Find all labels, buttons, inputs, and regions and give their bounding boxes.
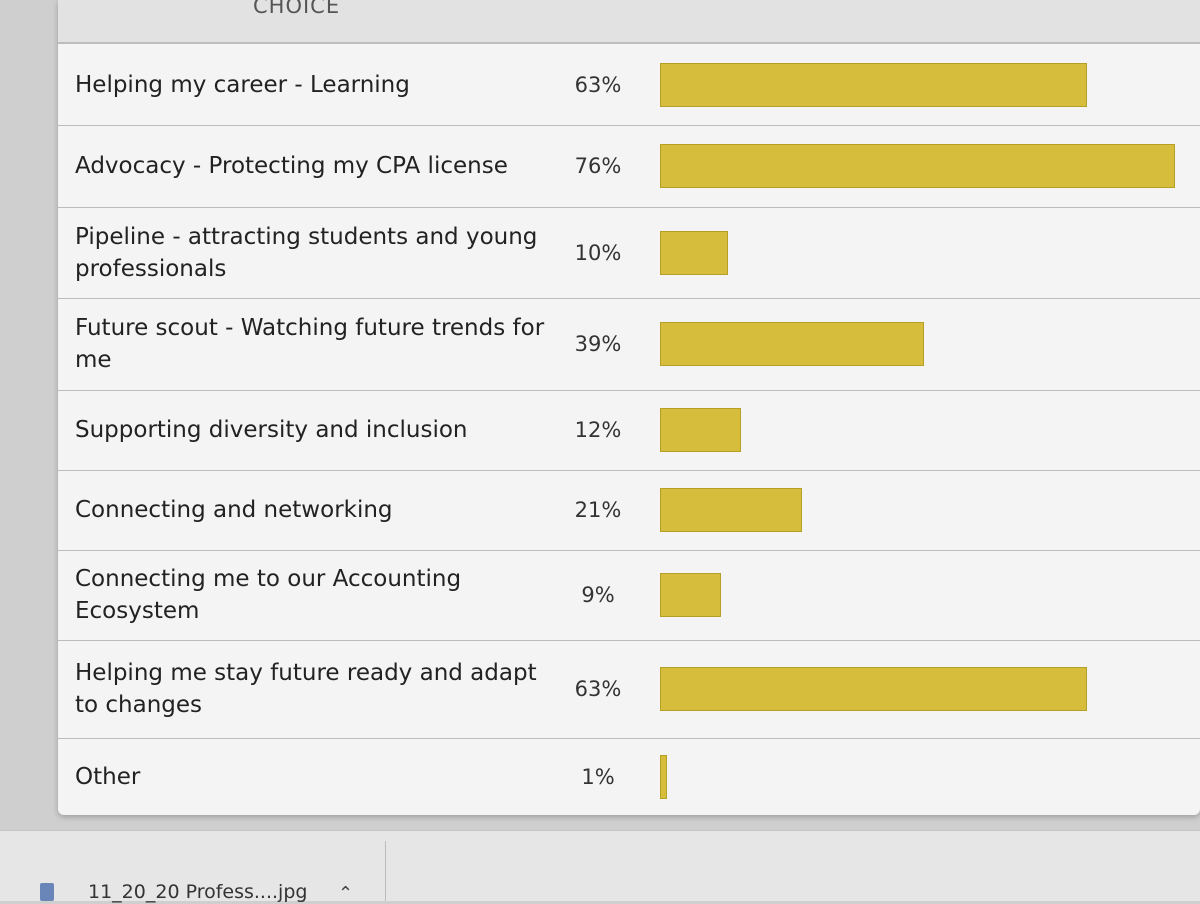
separator bbox=[385, 841, 386, 901]
result-row: Connecting me to our Accounting Ecosyste… bbox=[58, 550, 1200, 641]
choice-label: Other bbox=[75, 763, 141, 790]
percent-label: 9% bbox=[581, 583, 615, 607]
percent-label: 63% bbox=[574, 677, 622, 701]
bar bbox=[660, 322, 925, 366]
file-icon bbox=[40, 883, 54, 901]
percent-label: 12% bbox=[574, 418, 622, 442]
bar bbox=[660, 62, 1087, 107]
result-row: Pipeline - attracting students and young… bbox=[58, 207, 1200, 299]
choice-label: Connecting me to our Accounting Ecosyste… bbox=[75, 566, 462, 624]
bar bbox=[660, 408, 742, 452]
bar bbox=[660, 667, 1087, 711]
bar bbox=[660, 573, 721, 617]
choice-label: Helping me stay future ready and adapt t… bbox=[75, 660, 537, 718]
result-row: Future scout - Watching future trends fo… bbox=[58, 298, 1200, 391]
download-menu-chevron[interactable]: ⌃ bbox=[338, 883, 354, 904]
percent-label: 76% bbox=[574, 154, 622, 178]
download-bar: 11_20_20 Profess....jpg ⌃ bbox=[0, 830, 1200, 904]
bar bbox=[660, 144, 1175, 188]
choice-label: Advocacy - Protecting my CPA license bbox=[75, 153, 508, 179]
choice-label: Pipeline - attracting students and young… bbox=[75, 223, 538, 282]
result-row: Advocacy - Protecting my CPA license 76% bbox=[58, 125, 1200, 208]
choice-label: Future scout - Watching future trends fo… bbox=[75, 315, 545, 373]
choice-label: Helping my career - Learning bbox=[75, 71, 410, 98]
percent-label: 63% bbox=[574, 72, 622, 97]
result-row: Helping me stay future ready and adapt t… bbox=[58, 640, 1200, 739]
choice-label: Supporting diversity and inclusion bbox=[75, 417, 468, 443]
percent-label: 21% bbox=[574, 498, 622, 522]
percent-label: 10% bbox=[574, 240, 622, 265]
results-panel: CHOICE Helping my career - Learning 63% Ad… bbox=[58, 0, 1200, 815]
result-row: Supporting diversity and inclusion 12% bbox=[58, 390, 1200, 471]
percent-label: 1% bbox=[581, 764, 615, 789]
table-header: CHOICE bbox=[58, 0, 1200, 44]
bar bbox=[660, 488, 803, 532]
result-row: Connecting and networking 21% bbox=[58, 470, 1200, 551]
column-header: CHOICE bbox=[253, 0, 341, 18]
download-file-name[interactable]: 11_20_20 Profess....jpg bbox=[88, 881, 308, 903]
result-row: Helping my career - Learning 63% bbox=[58, 44, 1200, 126]
percent-label: 39% bbox=[574, 332, 622, 356]
bar bbox=[660, 230, 728, 275]
result-row: Other 1% bbox=[58, 738, 1200, 815]
choice-label: Connecting and networking bbox=[75, 497, 393, 523]
bar bbox=[660, 754, 667, 799]
